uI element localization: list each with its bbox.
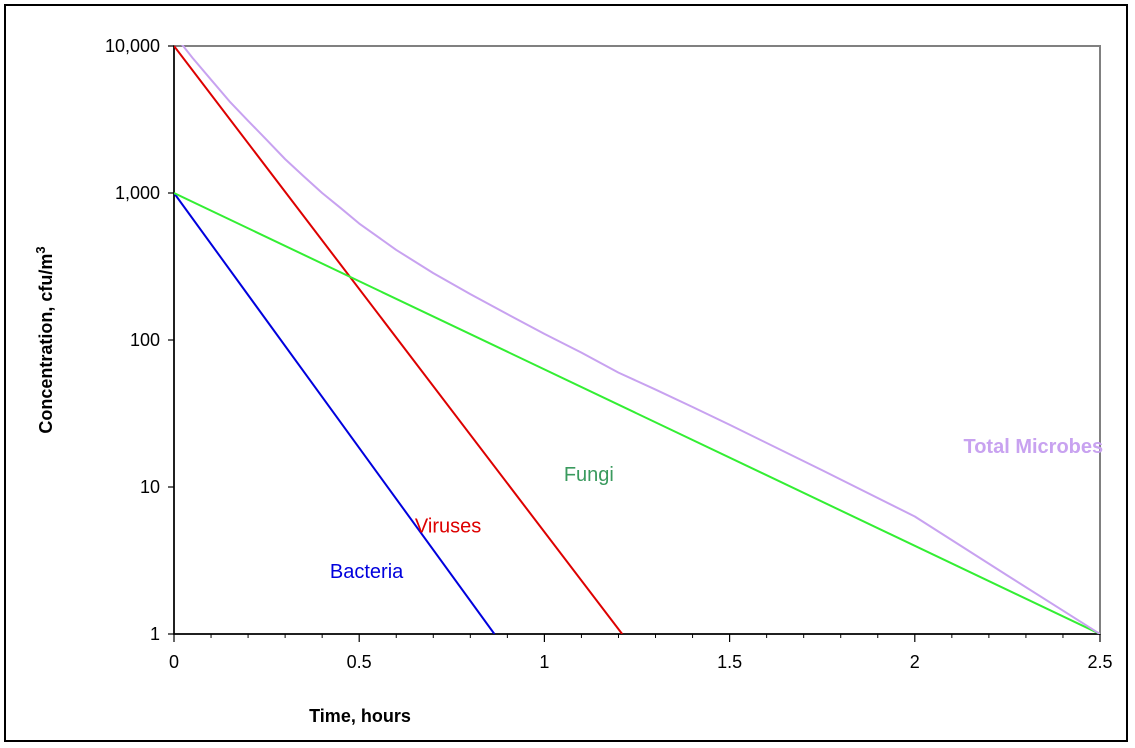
x-axis-title: Time, hours [309, 706, 411, 726]
series-line-fungi [174, 192, 1100, 634]
y-tick-label: 100 [130, 330, 160, 350]
series-layer [174, 45, 1100, 634]
y-axis-title-text: Concentration, cfu/m [36, 254, 56, 434]
x-tick-label: 0.5 [347, 652, 372, 672]
x-tick-label: 0 [169, 652, 179, 672]
series-label-layer: Bacteria Viruses Fungi Total Microbes [330, 436, 1103, 583]
y-tick-label: 10,000 [105, 36, 160, 56]
series-label-viruses: Viruses [415, 516, 481, 538]
y-tick-label: 1 [150, 624, 160, 644]
series-label-bacteria: Bacteria [330, 561, 404, 583]
x-tick-label: 1 [539, 652, 549, 672]
series-line-total-microbes [181, 45, 1100, 634]
series-label-total-microbes: Total Microbes [963, 436, 1103, 458]
series-line-viruses [174, 45, 623, 634]
x-tick-label: 2.5 [1087, 652, 1112, 672]
y-tick-label: 1,000 [115, 183, 160, 203]
x-axis: 0 0.5 1 1.5 2 2.5 [169, 633, 1113, 672]
y-tick-label: 10 [140, 477, 160, 497]
y-axis: 1 10 100 1,000 10,000 [105, 36, 175, 644]
x-tick-label: 2 [910, 652, 920, 672]
y-axis-title-superscript: 3 [33, 246, 48, 253]
series-label-fungi: Fungi [564, 464, 614, 486]
y-axis-title: Concentration, cfu/m3 [33, 246, 56, 433]
series-line-bacteria [174, 192, 496, 634]
x-tick-label: 1.5 [717, 652, 742, 672]
